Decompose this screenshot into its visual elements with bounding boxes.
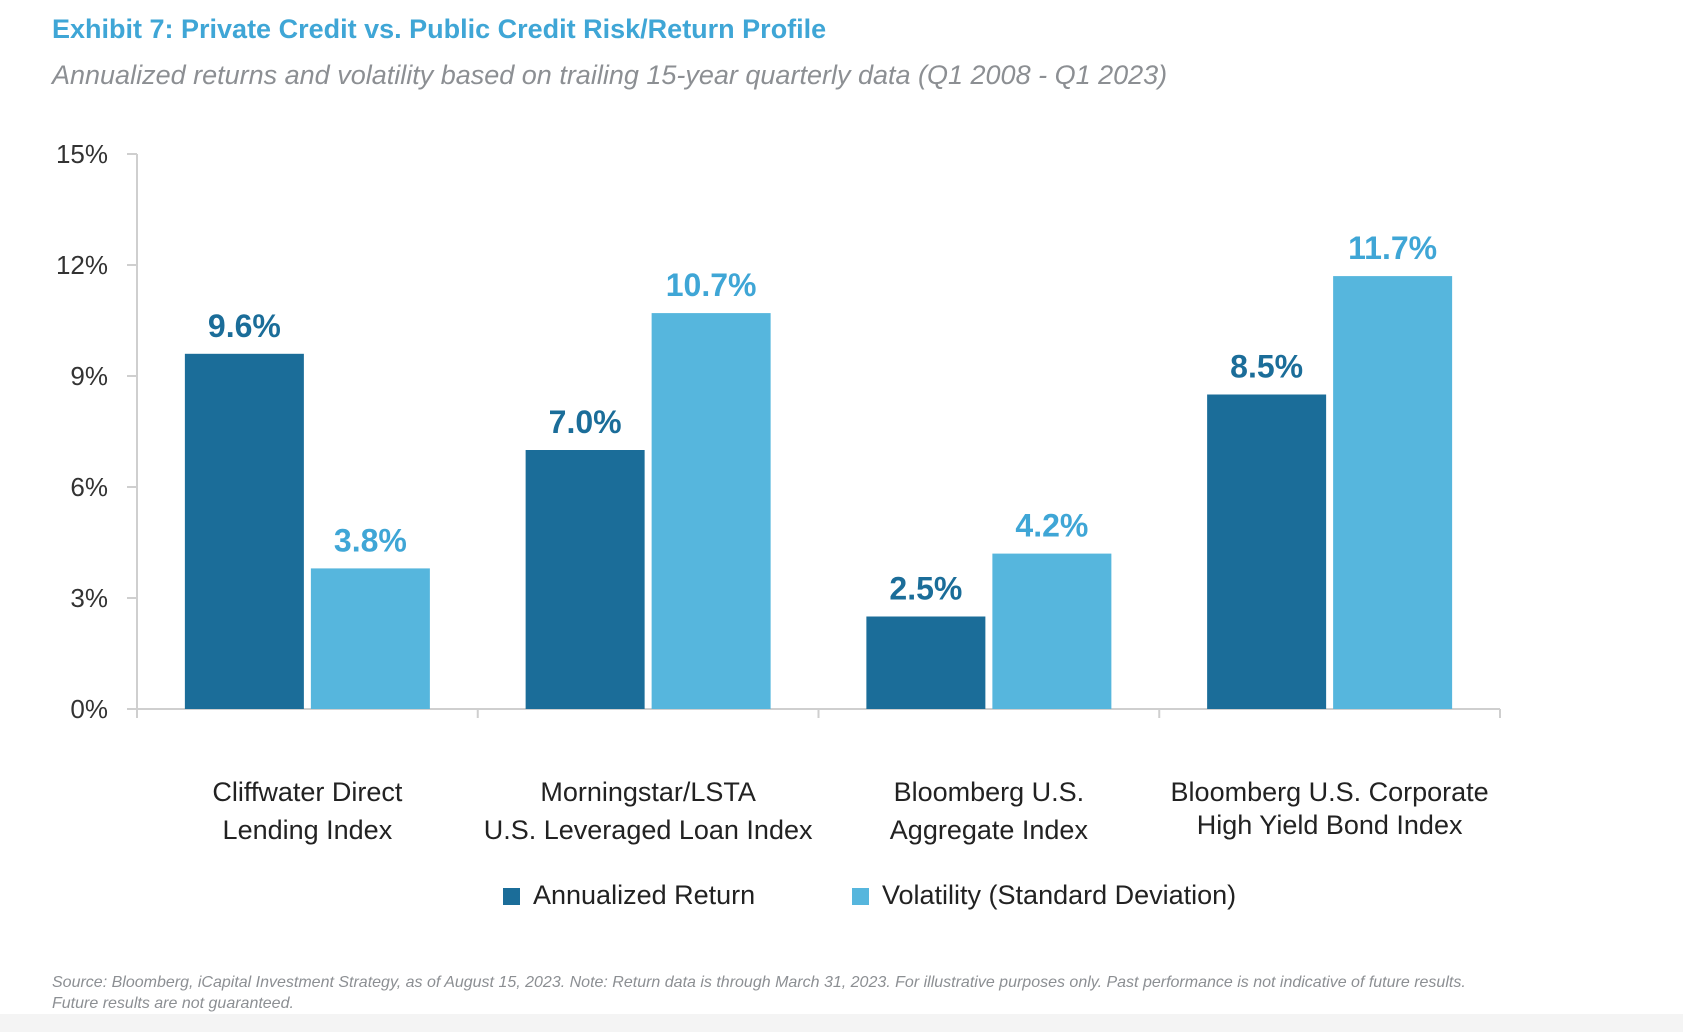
category-label: Lending Index — [223, 815, 393, 845]
source-line-1: Source: Bloomberg, iCapital Investment S… — [52, 974, 1466, 991]
category-label: Cliffwater Direct — [212, 777, 403, 807]
category-label: Bloomberg U.S. Corporate — [1171, 777, 1489, 807]
category-label: Morningstar/LSTA — [540, 777, 756, 807]
return-bar — [1207, 394, 1327, 709]
category-label: High Yield Bond Index — [1197, 810, 1463, 840]
footer-band — [0, 1014, 1683, 1032]
return-value-label: 9.6% — [208, 308, 281, 344]
y-tick-label: 15% — [56, 139, 108, 169]
volatility-bar — [310, 568, 430, 709]
y-tick-label: 9% — [70, 361, 108, 391]
volatility-bar — [1333, 276, 1453, 709]
volatility-value-label: 4.2% — [1015, 508, 1088, 544]
return-bar — [866, 616, 986, 709]
return-value-label: 2.5% — [889, 571, 962, 607]
legend-label: Annualized Return — [533, 880, 755, 910]
chart-title: Exhibit 7: Private Credit vs. Public Cre… — [52, 14, 827, 44]
return-bar — [525, 450, 645, 709]
bar-chart: 0% 3% 6% 9% 12% 15% 9.6% 3.8% Cliffwater Direct L… — [56, 139, 1501, 910]
volatility-value-label: 10.7% — [666, 267, 757, 303]
category-label: U.S. Leveraged Loan Index — [484, 815, 813, 845]
y-tick-label: 0% — [70, 694, 108, 724]
y-tick-label: 3% — [70, 583, 108, 613]
source-line-2: Future results are not guaranteed. — [52, 995, 294, 1012]
volatility-value-label: 11.7% — [1348, 230, 1437, 266]
y-tick-label: 6% — [70, 472, 108, 502]
category-label: Aggregate Index — [890, 815, 1089, 845]
return-value-label: 8.5% — [1230, 349, 1303, 385]
volatility-value-label: 3.8% — [334, 522, 407, 558]
legend-swatch — [852, 888, 869, 905]
category-label: Bloomberg U.S. — [894, 777, 1085, 807]
source-note: Source: Bloomberg, iCapital Investment S… — [52, 972, 1642, 1014]
chart-subtitle: Annualized returns and volatility based … — [52, 60, 1168, 90]
return-value-label: 7.0% — [549, 404, 622, 440]
return-bar — [184, 353, 304, 709]
y-tick-label: 12% — [56, 250, 108, 280]
volatility-bar — [992, 553, 1112, 709]
legend-label: Volatility (Standard Deviation) — [882, 880, 1236, 910]
volatility-bar — [651, 313, 771, 709]
legend-swatch — [503, 888, 520, 905]
